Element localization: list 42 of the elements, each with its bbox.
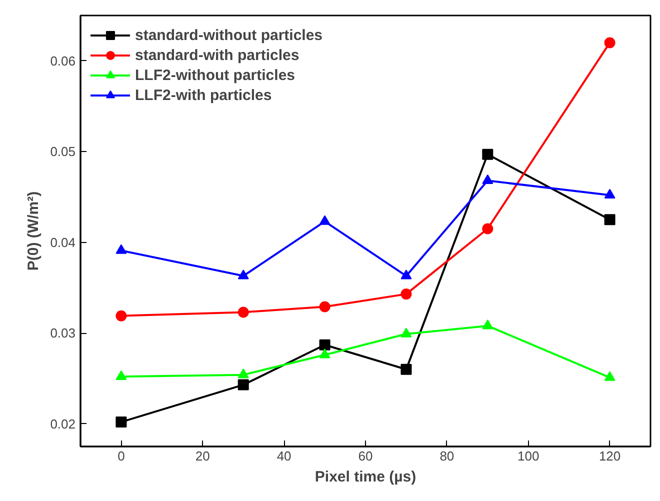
- y-axis-title: P(0) (W/m²): [25, 191, 42, 271]
- point: [238, 306, 249, 318]
- legend-label: standard-with particles: [135, 46, 300, 64]
- x-axis-title: Pixel time (µs): [314, 468, 416, 486]
- y-tick-label: 0.05: [50, 144, 76, 160]
- point: [238, 270, 249, 280]
- point: [319, 301, 330, 312]
- point: [604, 214, 616, 226]
- x-tick-label: 60: [358, 448, 373, 464]
- y-tick-label: 0.04: [50, 234, 76, 250]
- legend-label: LLF2-with particles: [135, 86, 272, 104]
- point: [319, 215, 330, 225]
- x-tick-label: 120: [598, 448, 621, 464]
- point: [604, 37, 616, 48]
- point: [604, 371, 616, 381]
- y-tick-label: 0.06: [50, 53, 76, 68]
- point: [482, 148, 494, 160]
- point: [482, 223, 494, 234]
- y-tick-label: 0.02: [50, 416, 76, 432]
- point: [116, 310, 127, 322]
- x-tick-label: 100: [518, 448, 540, 464]
- point: [116, 416, 127, 428]
- point: [400, 364, 412, 375]
- legend-label: LLF2-without particles: [135, 66, 296, 84]
- point: [482, 320, 494, 330]
- point: [604, 188, 616, 199]
- point: [238, 368, 249, 378]
- point: [400, 328, 412, 338]
- point: [116, 370, 127, 380]
- legend-label: standard-without particles: [135, 26, 323, 44]
- x-tick-label: 40: [276, 448, 292, 464]
- x-tick-label: 20: [195, 448, 210, 464]
- point: [482, 174, 494, 184]
- point: [116, 244, 127, 254]
- x-tick-label: 0: [118, 448, 125, 464]
- point: [238, 379, 249, 390]
- point: [400, 270, 412, 280]
- point: [319, 339, 330, 350]
- y-tick-label: 0.03: [50, 326, 76, 341]
- point: [319, 348, 330, 358]
- x-tick-label: 80: [440, 448, 454, 464]
- point: [400, 288, 412, 300]
